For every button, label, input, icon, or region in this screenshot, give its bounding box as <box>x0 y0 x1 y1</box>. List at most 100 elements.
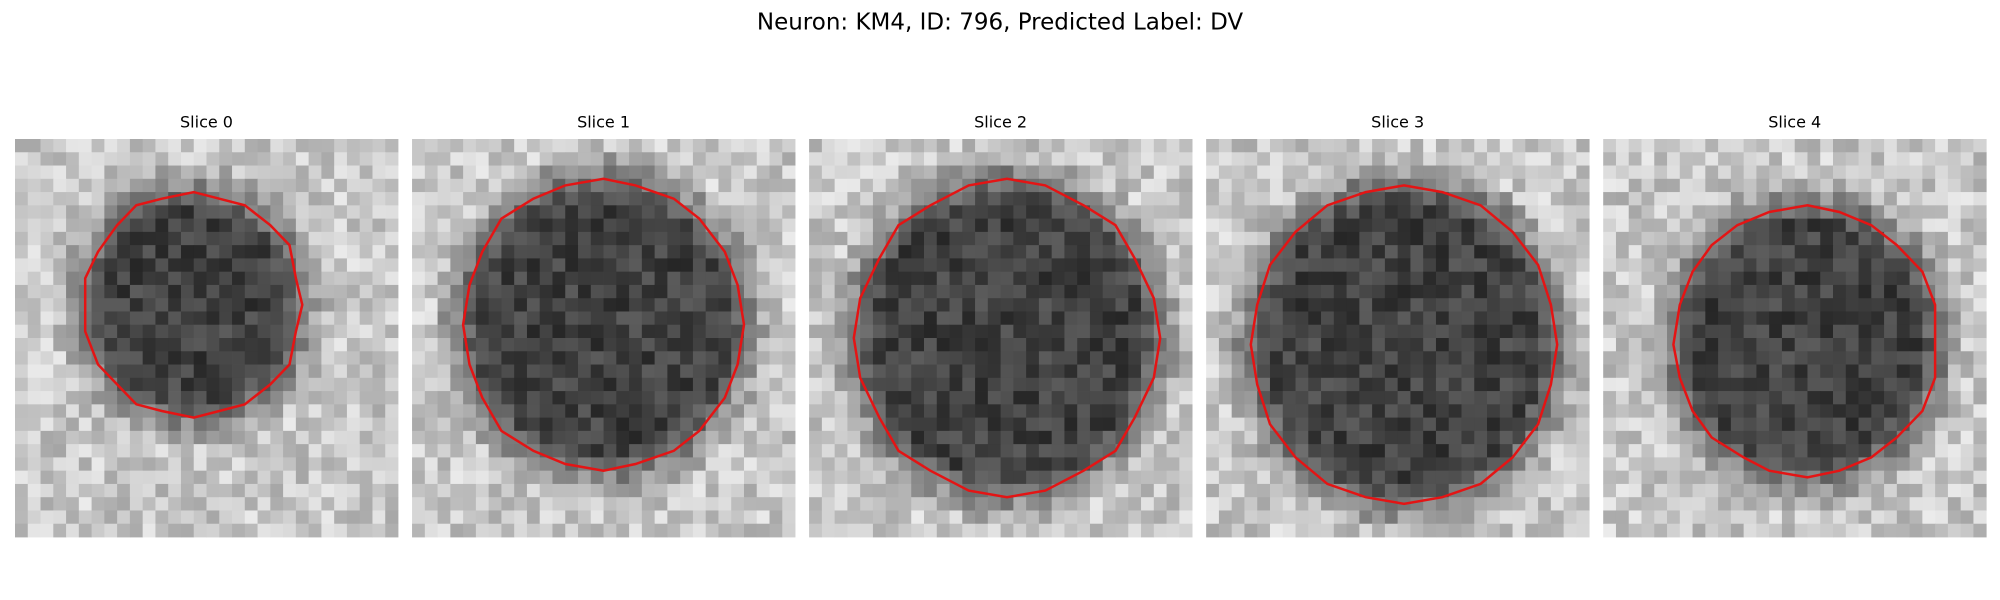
pixel <box>346 417 361 432</box>
pixel <box>1231 298 1245 312</box>
pixel <box>232 245 246 259</box>
pixel <box>334 444 348 458</box>
pixel <box>1487 483 1501 498</box>
pixel <box>641 298 656 312</box>
pixel <box>1756 245 1770 259</box>
pixel <box>424 338 438 352</box>
pixel <box>219 298 233 312</box>
pixel <box>78 497 92 511</box>
pixel <box>463 165 477 180</box>
pixel <box>155 245 169 259</box>
pixel <box>924 258 938 273</box>
pixel <box>1372 404 1386 418</box>
pixel <box>514 404 528 418</box>
pixel <box>1026 457 1040 472</box>
pixel <box>1461 364 1475 379</box>
pixel <box>1550 377 1565 392</box>
pixel <box>1218 457 1233 472</box>
pixel <box>1781 178 1796 193</box>
pixel <box>1947 497 1962 511</box>
pixel <box>412 152 426 166</box>
pixel <box>334 417 348 432</box>
pixel <box>1935 271 1949 286</box>
pixel <box>385 245 399 259</box>
pixel <box>129 205 144 219</box>
pixel <box>1512 298 1526 312</box>
pixel <box>1973 152 1987 166</box>
pixel <box>1794 324 1808 339</box>
pixel <box>1282 178 1296 193</box>
pixel <box>1051 364 1065 379</box>
pixel <box>809 258 823 273</box>
pixel <box>809 152 823 166</box>
pixel <box>1576 298 1590 312</box>
pixel <box>1321 298 1335 312</box>
pixel <box>667 351 681 365</box>
pixel <box>629 152 643 166</box>
pixel <box>15 258 29 273</box>
pixel <box>565 430 579 445</box>
pixel <box>1372 298 1386 312</box>
pixel <box>168 404 182 418</box>
pixel <box>501 457 515 472</box>
pixel <box>1038 444 1053 458</box>
pixel <box>308 298 322 312</box>
pixel <box>782 271 796 286</box>
pixel <box>193 178 207 193</box>
pixel <box>616 218 630 233</box>
pixel <box>1550 218 1565 233</box>
pixel <box>1077 351 1091 365</box>
pixel <box>809 391 823 405</box>
pixel <box>1947 364 1962 379</box>
pixel <box>936 351 950 365</box>
pixel <box>603 404 617 418</box>
pixel <box>1858 245 1872 259</box>
pixel <box>641 404 656 418</box>
pixel <box>1051 404 1065 418</box>
pixel <box>872 284 887 299</box>
pixel <box>308 192 322 206</box>
pixel <box>1884 457 1898 472</box>
pixel <box>321 483 335 498</box>
pixel <box>1384 284 1399 299</box>
pixel <box>219 218 233 233</box>
pixel <box>40 457 54 472</box>
pixel <box>1153 497 1167 511</box>
pixel <box>450 178 464 193</box>
pixel <box>1206 139 1220 153</box>
pixel <box>1115 523 1129 538</box>
pixel <box>66 165 80 180</box>
pixel <box>641 470 656 485</box>
pixel <box>1384 298 1399 312</box>
pixel <box>1499 152 1513 166</box>
pixel <box>924 324 938 339</box>
pixel <box>1218 351 1233 365</box>
pixel <box>578 324 592 339</box>
pixel <box>1909 351 1923 365</box>
pixel <box>1563 523 1577 538</box>
pixel <box>168 364 182 379</box>
pixel <box>1128 311 1142 326</box>
pixel <box>232 483 246 498</box>
pixel <box>821 152 836 166</box>
pixel <box>692 364 707 379</box>
pixel <box>1718 417 1732 432</box>
pixel <box>1947 404 1962 418</box>
pixel <box>1718 483 1732 498</box>
pixel <box>1218 192 1233 206</box>
pixel <box>1448 417 1462 432</box>
pixel <box>321 218 335 233</box>
pixel <box>1487 364 1501 379</box>
pixel <box>847 178 861 193</box>
pixel <box>180 165 195 180</box>
pixel <box>437 377 451 392</box>
pixel <box>1909 377 1923 392</box>
pixel <box>1269 470 1284 485</box>
pixel <box>1960 351 1974 365</box>
pixel <box>1038 377 1053 392</box>
pixel <box>1871 298 1885 312</box>
pixel <box>539 245 553 259</box>
pixel <box>91 417 105 432</box>
pixel <box>641 271 656 286</box>
pixel <box>1359 192 1373 206</box>
